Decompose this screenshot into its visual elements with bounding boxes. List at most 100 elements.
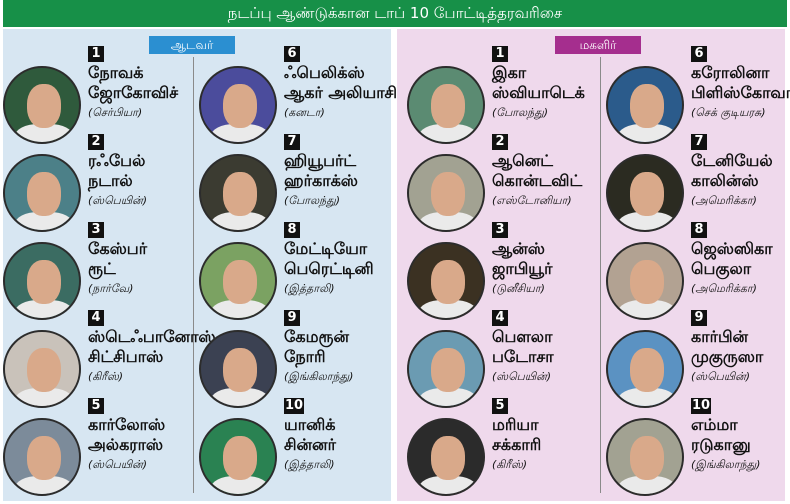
photo-body-shape <box>618 300 676 318</box>
photo-face-shape <box>223 436 257 480</box>
player-card: 4 பௌலா படோசா (ஸ்பெயின்) <box>407 310 597 408</box>
rank-badge: 4 <box>88 310 104 326</box>
photo-body-shape <box>211 124 269 142</box>
player-last-name: சின்னர் <box>284 435 336 454</box>
player-country: (இத்தாலி) <box>284 458 335 471</box>
player-name: எம்மா ரடுகானு <box>691 415 751 455</box>
player-last-name: ஹர்காக்ஸ் <box>284 171 358 190</box>
photo-body-shape <box>419 124 477 142</box>
player-photo <box>199 242 277 320</box>
player-last-name: சிட்சிபாஸ் <box>88 347 164 366</box>
player-photo <box>407 330 485 408</box>
rank-badge: 3 <box>88 222 104 238</box>
rank-badge: 9 <box>284 310 300 326</box>
rank-badge: 6 <box>284 46 300 62</box>
player-photo <box>606 330 684 408</box>
column-divider <box>600 57 601 493</box>
men-label: ஆடவர் <box>149 36 235 54</box>
player-country: (அமெரிக்கா) <box>691 194 757 207</box>
photo-face-shape <box>27 436 61 480</box>
player-last-name: ரூட் <box>88 259 116 278</box>
men-panel: ஆடவர் 1 நோவக் ஜோகோவிச் (செர்பியா) 2 ரஃபேல் நடா… <box>3 29 421 501</box>
player-last-name: ஆகர் அலியாசிமே <box>284 83 422 102</box>
rank-badge: 8 <box>284 222 300 238</box>
player-name: டேனியேல் காலின்ஸ் <box>691 151 773 191</box>
photo-face-shape <box>630 84 664 128</box>
player-last-name: ரடுகானு <box>691 435 751 454</box>
rank-badge: 7 <box>691 134 707 150</box>
player-name: ஜெஸ்ஸிகா பெகுலா <box>691 239 773 279</box>
player-country: (எஸ்டோனியா) <box>492 194 572 207</box>
rank-badge: 10 <box>284 398 305 414</box>
column-divider <box>193 57 194 493</box>
photo-body-shape <box>618 476 676 494</box>
photo-body-shape <box>618 388 676 406</box>
player-first-name: டேனியேல் <box>691 151 773 170</box>
photo-body-shape <box>15 124 73 142</box>
player-photo <box>606 242 684 320</box>
player-photo <box>3 154 81 232</box>
player-country: (செர்பியா) <box>88 106 143 119</box>
player-photo <box>3 330 81 408</box>
player-country: (ஸ்பெயின்) <box>88 194 148 207</box>
player-first-name: ஜெஸ்ஸிகா <box>691 239 773 258</box>
rank-badge: 1 <box>492 46 508 62</box>
player-country: (போலந்து) <box>284 194 341 207</box>
photo-face-shape <box>27 348 61 392</box>
player-name: பௌலா படோசா <box>492 327 554 367</box>
player-card: 9 கேமரூன் நோரி (இங்கிலாந்து) <box>199 310 389 408</box>
player-country: (இங்கிலாந்து) <box>691 458 761 471</box>
player-name: யானிக் சின்னர் <box>284 415 336 455</box>
player-first-name: ஹியூபர்ட் <box>284 151 357 170</box>
photo-face-shape <box>223 84 257 128</box>
photo-face-shape <box>630 348 664 392</box>
photo-body-shape <box>211 476 269 494</box>
player-name: ஃபெலிக்ஸ் ஆகர் அலியாசிமே <box>284 63 421 103</box>
rank-badge: 7 <box>284 134 300 150</box>
player-card: 2 ரஃபேல் நடால் (ஸ்பெயின்) <box>3 134 193 232</box>
player-last-name: நோரி <box>284 347 326 366</box>
player-name: மரியா சக்காரி <box>492 415 541 455</box>
player-card: 5 மரியா சக்காரி (கிரீஸ்) <box>407 398 597 496</box>
player-name: கார்லோஸ் அல்கராஸ் <box>88 415 165 455</box>
player-card: 10 எம்மா ரடுகானு (இங்கிலாந்து) <box>606 398 790 496</box>
rank-badge: 5 <box>88 398 104 414</box>
photo-face-shape <box>27 84 61 128</box>
photo-body-shape <box>15 388 73 406</box>
photo-body-shape <box>419 212 477 230</box>
player-photo <box>3 66 81 144</box>
player-country: (இங்கிலாந்து) <box>284 370 354 383</box>
player-card: 3 கேஸ்பர் ரூட் (நார்வே) <box>3 222 193 320</box>
player-card: 7 டேனியேல் காலின்ஸ் (அமெரிக்கா) <box>606 134 790 232</box>
rank-badge: 8 <box>691 222 707 238</box>
photo-body-shape <box>618 124 676 142</box>
rank-badge: 9 <box>691 310 707 326</box>
player-card: 6 ஃபெலிக்ஸ் ஆகர் அலியாசிமே (கனடா) <box>199 46 421 144</box>
photo-face-shape <box>431 172 465 216</box>
player-photo <box>606 154 684 232</box>
photo-body-shape <box>211 388 269 406</box>
player-first-name: ஃபெலிக்ஸ் <box>284 63 365 82</box>
women-panel: மகளிர் 1 இகா ஸ்வியாடெக் (போலந்து) 2 ஆனெட் கொன்… <box>397 29 790 501</box>
rank-badge: 10 <box>691 398 712 414</box>
player-name: நோவக் ஜோகோவிச் <box>88 63 178 103</box>
rank-badge: 2 <box>88 134 104 150</box>
player-country: (ஸ்பெயின்) <box>88 458 148 471</box>
photo-face-shape <box>431 436 465 480</box>
player-first-name: இகா <box>492 63 527 82</box>
player-country: (நார்வே) <box>88 282 134 295</box>
player-card: 10 யானிக் சின்னர் (இத்தாலி) <box>199 398 389 496</box>
player-last-name: பெகுலா <box>691 259 752 278</box>
player-country: (இத்தாலி) <box>284 282 335 295</box>
player-name: ஸ்டெஃபானோஸ் சிட்சிபாஸ் <box>88 327 216 367</box>
player-first-name: கார்லோஸ் <box>88 415 166 434</box>
player-first-name: ரஃபேல் <box>88 151 146 170</box>
player-country: (கிரீஸ்) <box>88 370 124 383</box>
photo-face-shape <box>431 260 465 304</box>
player-photo <box>407 66 485 144</box>
rank-badge: 6 <box>691 46 707 62</box>
photo-body-shape <box>419 300 477 318</box>
player-card: 8 ஜெஸ்ஸிகா பெகுலா (அமெரிக்கா) <box>606 222 790 320</box>
player-country: (ஸ்பெயின்) <box>492 370 552 383</box>
player-name: கேஸ்பர் ரூட் <box>88 239 147 279</box>
